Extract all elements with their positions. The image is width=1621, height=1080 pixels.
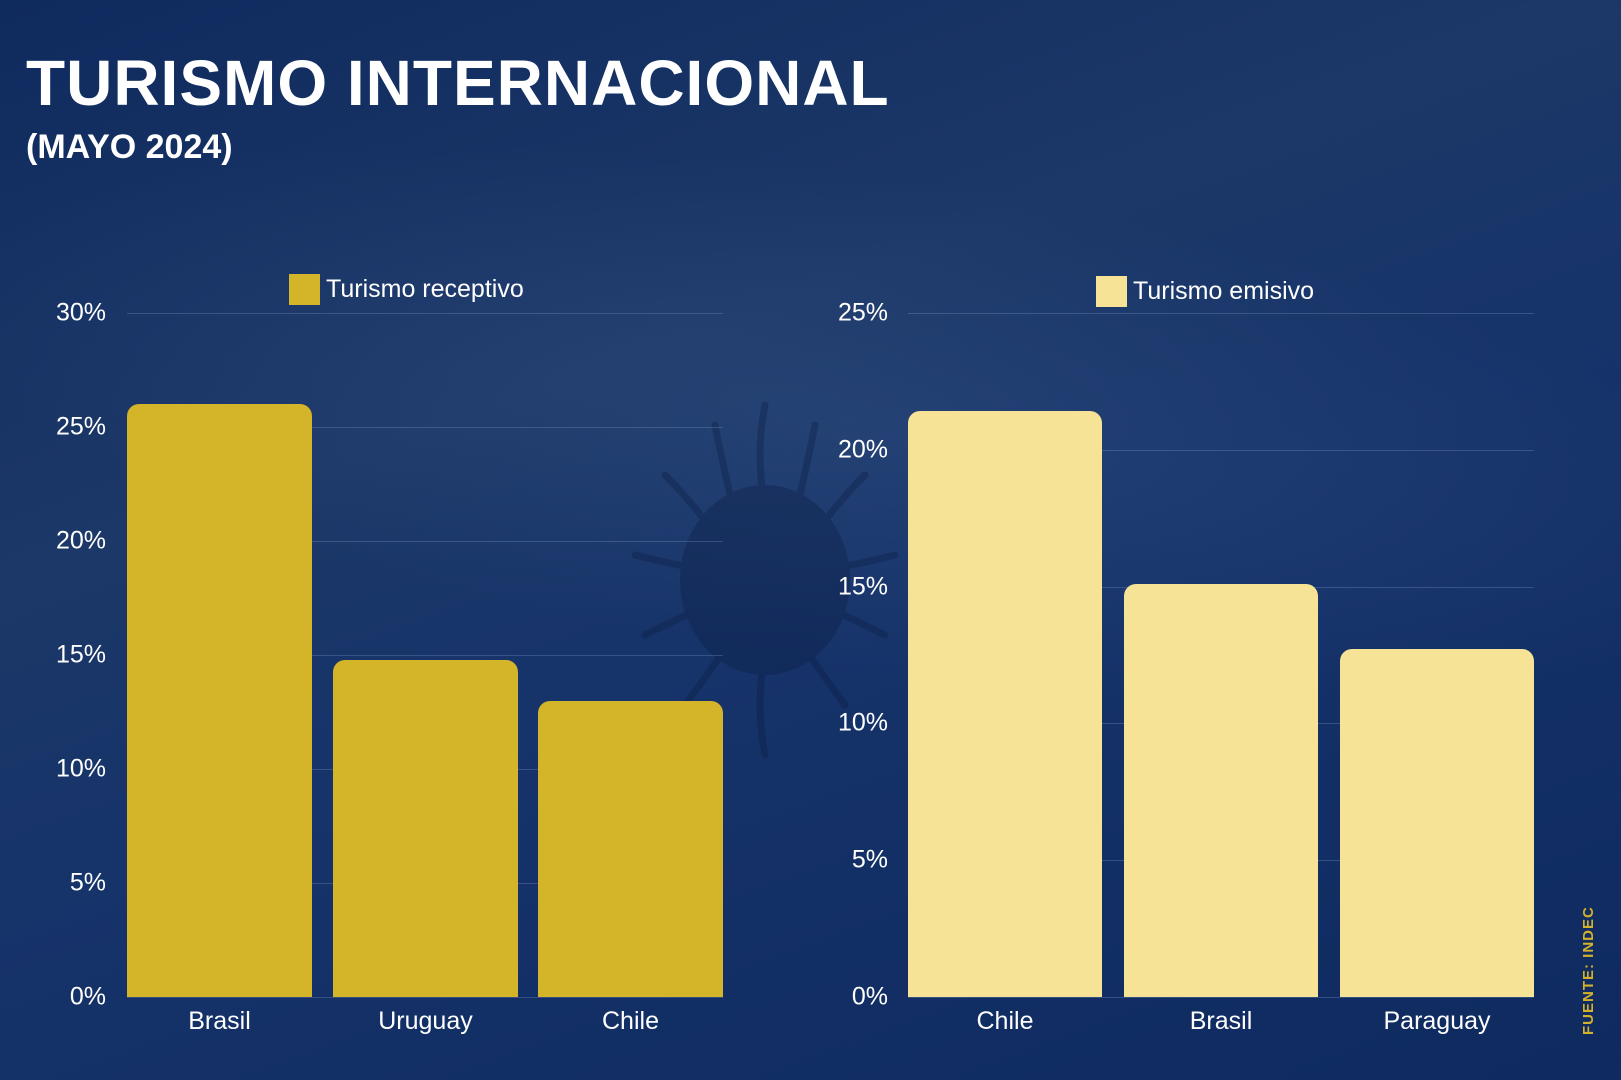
legend-label: Turismo emisivo [1133, 277, 1315, 305]
bar-chile [538, 701, 723, 997]
legend-receptivo: Turismo receptivo [289, 274, 524, 305]
y-tick: 10% [55, 754, 106, 783]
gridline [127, 427, 723, 428]
sun-of-may-icon [631, 401, 899, 759]
y-tick: 5% [69, 868, 106, 897]
y-tick: 5% [851, 845, 888, 874]
x-label: Chile [976, 1007, 1034, 1035]
gridline [127, 541, 723, 542]
y-tick: 15% [55, 640, 106, 669]
bar-brasil [1124, 584, 1318, 997]
page-subtitle: (MAYO 2024) [26, 128, 233, 166]
y-tick: 0% [69, 982, 106, 1011]
x-label: Paraguay [1383, 1007, 1491, 1035]
y-tick: 20% [55, 526, 106, 555]
chart-turismo-receptivo: Turismo receptivo 30% 25% 20% 15% 10% 5%… [0, 0, 800, 1080]
y-tick: 10% [837, 708, 888, 737]
gridline [908, 313, 1534, 314]
source-credit: FUENTE: INDEC [1580, 906, 1597, 1035]
y-tick: 25% [837, 298, 888, 327]
bar-uruguay [333, 660, 518, 997]
legend-swatch-receptivo [289, 274, 320, 305]
x-label: Uruguay [378, 1007, 473, 1035]
y-tick: 0% [851, 982, 888, 1011]
gridline [127, 655, 723, 656]
x-label: Brasil [1189, 1007, 1253, 1035]
legend-label: Turismo receptivo [326, 275, 524, 303]
x-label: Chile [602, 1007, 659, 1035]
legend-emisivo: Turismo emisivo [1096, 276, 1314, 307]
page-title: TURISMO INTERNACIONAL [26, 47, 890, 119]
y-tick: 15% [837, 572, 888, 601]
plot-area-left [127, 313, 723, 998]
bar-chile [908, 411, 1102, 997]
x-label: Brasil [188, 1007, 251, 1035]
y-tick: 30% [55, 298, 106, 327]
bar-brasil [127, 404, 312, 997]
bar-paraguay [1340, 649, 1534, 997]
y-tick: 20% [837, 435, 888, 464]
y-tick: 25% [55, 412, 106, 441]
legend-swatch-emisivo [1096, 276, 1127, 307]
plot-area-right [908, 313, 1534, 998]
gridline [127, 997, 723, 998]
gridline [908, 997, 1534, 998]
gridline [908, 450, 1534, 451]
gridline [127, 313, 723, 314]
